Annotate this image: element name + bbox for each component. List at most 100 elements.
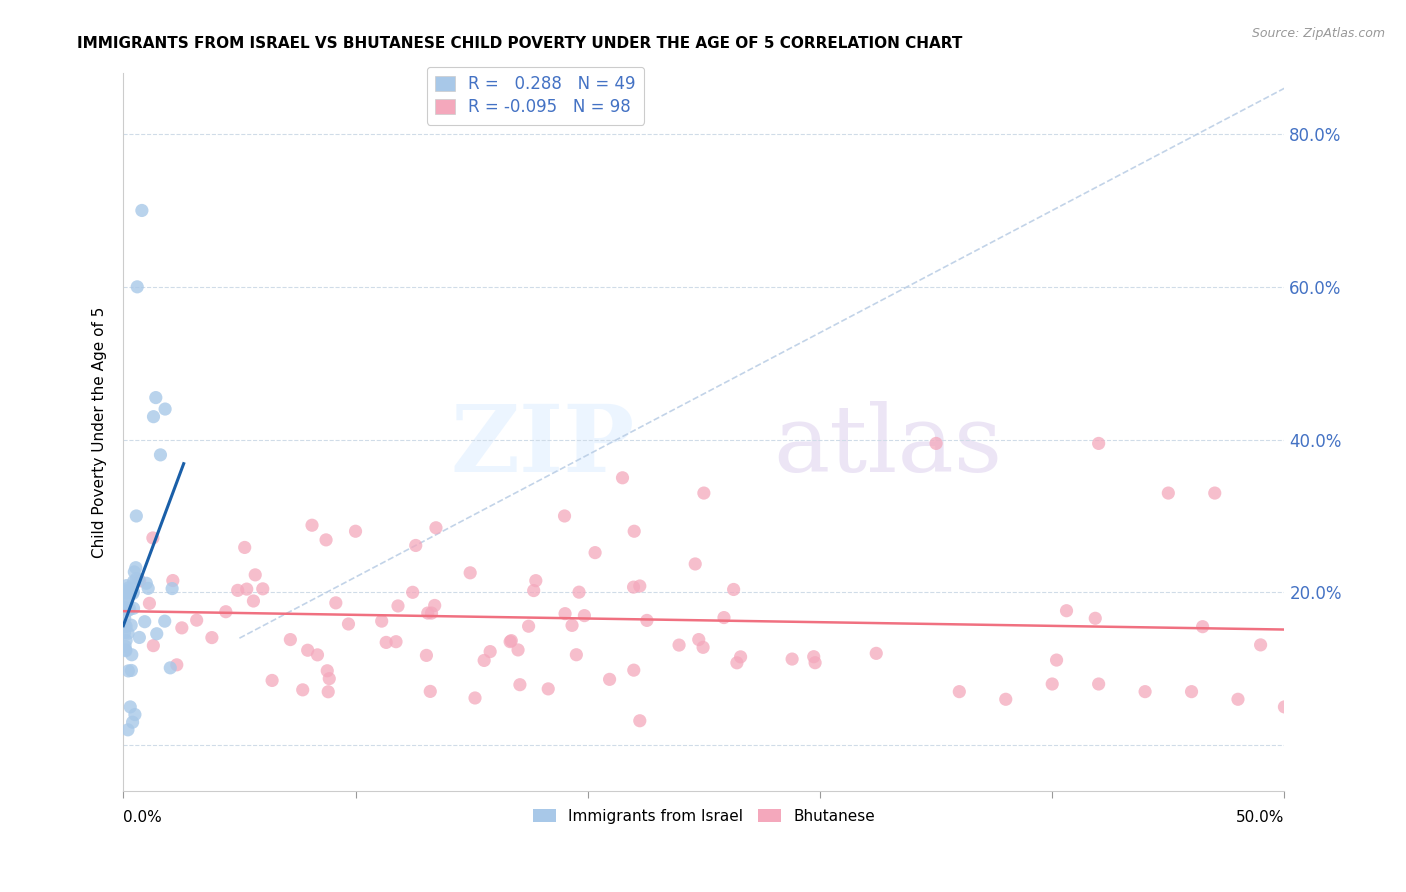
Point (385, 634, 408, 648)
Point (138, 596, 160, 610)
Point (262, 673, 284, 688)
Point (114, 639, 136, 653)
Point (114, 600, 136, 615)
Point (170, 621, 193, 635)
Point (122, 584, 145, 599)
Point (125, 560, 148, 574)
Text: Source: ZipAtlas.com: Source: ZipAtlas.com (1251, 27, 1385, 40)
Point (145, 391, 167, 405)
Point (186, 613, 208, 627)
Point (1274, 700, 1296, 714)
Point (233, 541, 256, 555)
Point (128, 574, 150, 588)
Point (405, 539, 427, 553)
Point (115, 579, 138, 593)
Point (153, 614, 176, 628)
Point (114, 625, 136, 640)
Point (114, 592, 136, 607)
Point (166, 657, 188, 672)
Point (623, 580, 645, 594)
Point (568, 585, 591, 599)
Point (131, 203, 153, 218)
Point (1087, 436, 1109, 450)
Point (297, 643, 319, 657)
Point (226, 583, 249, 598)
Point (1204, 486, 1226, 500)
Point (420, 606, 443, 620)
Point (623, 663, 645, 677)
Point (554, 607, 576, 621)
Point (1056, 604, 1078, 618)
Point (117, 583, 139, 598)
Point (128, 631, 150, 645)
Point (115, 586, 138, 600)
Point (117, 581, 139, 595)
Point (723, 582, 745, 597)
Y-axis label: Child Poverty Under the Age of 5: Child Poverty Under the Age of 5 (93, 306, 107, 558)
Point (730, 649, 752, 664)
Point (623, 524, 645, 539)
Point (291, 682, 314, 697)
Point (612, 471, 634, 485)
Point (316, 664, 339, 678)
Point (115, 619, 138, 633)
Point (117, 626, 139, 640)
Point (1133, 684, 1156, 698)
Point (201, 631, 224, 645)
Point (316, 685, 339, 699)
Point (215, 605, 238, 619)
Point (780, 652, 803, 666)
Point (121, 715, 143, 730)
Point (114, 643, 136, 657)
Point (725, 656, 748, 670)
Point (524, 574, 547, 588)
Point (114, 611, 136, 625)
Point (713, 610, 735, 624)
Point (127, 572, 149, 586)
Point (124, 707, 146, 722)
Point (509, 678, 531, 692)
Point (1180, 684, 1202, 698)
Point (121, 648, 143, 662)
Point (115, 633, 138, 648)
Point (517, 619, 540, 633)
Point (135, 576, 157, 591)
Point (120, 700, 142, 714)
Point (458, 566, 481, 580)
Point (159, 661, 181, 675)
Point (583, 546, 606, 560)
Point (115, 644, 138, 658)
Point (120, 664, 142, 678)
Point (565, 648, 588, 662)
Point (235, 582, 257, 596)
Point (370, 614, 392, 628)
Point (318, 672, 340, 686)
Text: IMMIGRANTS FROM ISRAEL VS BHUTANESE CHILD POVERTY UNDER THE AGE OF 5 CORRELATION: IMMIGRANTS FROM ISRAEL VS BHUTANESE CHIL… (77, 36, 963, 51)
Point (242, 594, 264, 608)
Point (160, 582, 183, 596)
Point (683, 557, 706, 571)
Point (636, 614, 658, 628)
Point (599, 673, 621, 687)
Text: ZIP: ZIP (450, 401, 634, 491)
Point (245, 567, 267, 582)
Point (472, 653, 495, 667)
Legend: Immigrants from Israel, Bhutanese: Immigrants from Israel, Bhutanese (527, 803, 882, 830)
Point (865, 646, 887, 660)
Point (804, 656, 827, 670)
Point (994, 692, 1017, 706)
Point (479, 644, 502, 658)
Point (416, 606, 439, 620)
Text: 50.0%: 50.0% (1236, 810, 1285, 825)
Point (344, 524, 367, 539)
Point (1045, 653, 1067, 667)
Point (1157, 486, 1180, 500)
Point (423, 599, 446, 613)
Point (280, 632, 302, 647)
Point (425, 521, 447, 535)
Point (337, 617, 360, 632)
Point (688, 632, 710, 647)
Point (149, 448, 172, 462)
Point (142, 531, 165, 545)
Point (523, 583, 546, 598)
